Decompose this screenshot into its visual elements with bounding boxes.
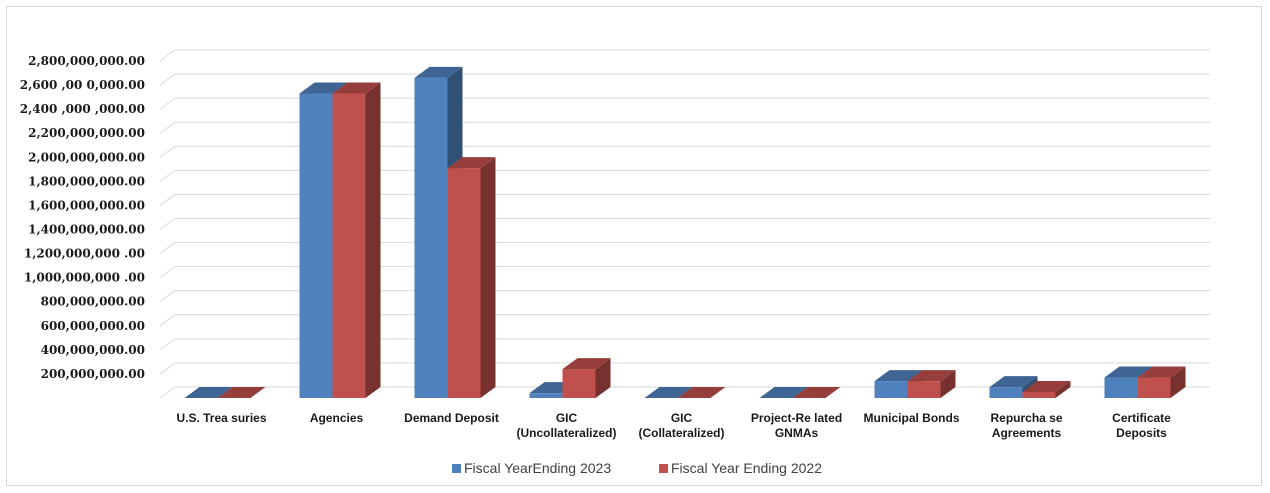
y-tick-label: 1,000,000,000 .00 bbox=[24, 271, 145, 285]
y-tick-label: 2,200,000,000.00 bbox=[28, 126, 145, 140]
bar-fy2022 bbox=[792, 387, 841, 398]
gridline-diagonal bbox=[159, 266, 176, 279]
legend-swatch bbox=[659, 464, 668, 473]
gridline-diagonal bbox=[159, 314, 176, 327]
x-tick-label: Municipal Bonds bbox=[864, 411, 960, 425]
bar-fy2023 bbox=[644, 387, 693, 398]
legend-label: Fiscal YearEnding 2023 bbox=[464, 460, 611, 476]
gridline-diagonal bbox=[159, 194, 176, 206]
x-tick-label: GIC (Collateralized) bbox=[638, 411, 724, 440]
bar-fy2022 bbox=[1137, 366, 1186, 398]
x-tick-label: Demand Deposit bbox=[404, 411, 499, 425]
x-tick-label: GIC (Uncollateralized) bbox=[516, 411, 616, 440]
y-tick-label: 1,600,000,000.00 bbox=[28, 198, 145, 212]
bar-fy2022 bbox=[1022, 380, 1071, 398]
gridline-diagonal bbox=[159, 145, 176, 158]
y-tick-label: 2,800,000,000.00 bbox=[28, 54, 145, 68]
legend: Fiscal YearEnding 2023 Fiscal Year Ending… bbox=[452, 460, 822, 476]
gridline-diagonal bbox=[159, 218, 176, 230]
y-tick-label: 2,400 ,000 ,000.00 bbox=[20, 102, 145, 116]
x-tick-label: Project-Re lated GNMAs bbox=[751, 411, 842, 440]
bar-fy2022 bbox=[447, 157, 496, 398]
x-tick-label: Repurcha se Agreements bbox=[990, 411, 1062, 440]
gridline-diagonal bbox=[159, 121, 176, 134]
gridline-diagonal bbox=[159, 73, 176, 86]
x-tick-label: Certificate Deposits bbox=[1112, 411, 1171, 440]
gridline-diagonal bbox=[159, 242, 176, 254]
gridline-diagonal bbox=[159, 97, 176, 110]
bar-fy2023 bbox=[759, 387, 808, 398]
x-tick-label: Agencies bbox=[310, 411, 364, 425]
legend-label: Fiscal Year Ending 2022 bbox=[671, 460, 822, 476]
y-tick-label: 200,000,000.00 bbox=[41, 367, 145, 381]
x-tick-label: U.S. Trea suries bbox=[176, 411, 266, 425]
y-tick-label: 2,000,000,000.00 bbox=[28, 150, 145, 164]
floor-depth-line bbox=[159, 386, 176, 399]
legend-swatch bbox=[452, 464, 461, 473]
gridline-diagonal bbox=[159, 49, 176, 62]
bar-fy2022 bbox=[562, 358, 611, 398]
bar-fy2022 bbox=[217, 387, 266, 398]
bar-fy2022 bbox=[332, 82, 381, 398]
bar-fy2023 bbox=[184, 387, 233, 398]
bar-fy2022 bbox=[677, 387, 726, 398]
y-tick-label: 1,800,000,000.00 bbox=[28, 174, 145, 188]
bar-fy2022 bbox=[907, 370, 956, 398]
chart-frame bbox=[6, 6, 1262, 486]
y-tick-label: 1,200,000,000 .00 bbox=[24, 247, 145, 261]
y-tick-label: 2,600 ,00 0,000.00 bbox=[20, 78, 145, 92]
gridline-diagonal bbox=[159, 290, 176, 303]
y-tick-label: 800,000,000.00 bbox=[41, 295, 145, 309]
y-tick-label: 1,400,000,000.00 bbox=[28, 223, 145, 237]
y-tick-label: 400,000,000.00 bbox=[41, 343, 145, 357]
gridline-diagonal bbox=[159, 338, 176, 351]
gridline-diagonal bbox=[159, 169, 176, 182]
y-tick-label: 600,000,000.00 bbox=[41, 319, 145, 333]
gridline-diagonal bbox=[159, 362, 176, 375]
